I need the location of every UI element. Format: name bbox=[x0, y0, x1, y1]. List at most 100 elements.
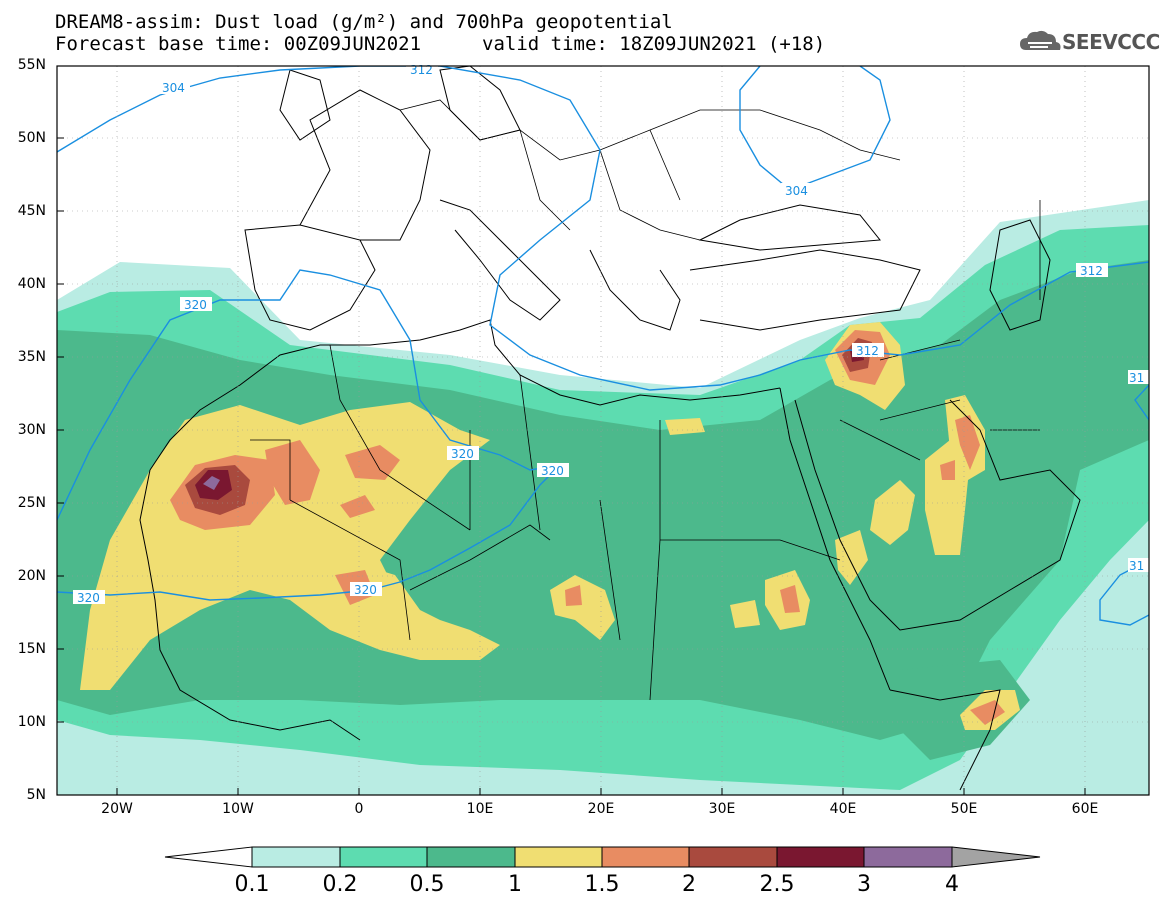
contour-label: 312 bbox=[1080, 264, 1103, 278]
lat-label: 25N bbox=[17, 495, 46, 511]
coast-turkey bbox=[689, 249, 921, 331]
axis-ticks bbox=[57, 65, 1086, 795]
coast-uk bbox=[279, 69, 331, 141]
dust-region-1-libya bbox=[665, 418, 705, 435]
forecast-base-time: Forecast base time: 00Z09JUN2021 valid ti… bbox=[55, 33, 825, 55]
contour-label: 312 bbox=[856, 344, 879, 358]
colorbar-tick: 1.5 bbox=[584, 872, 620, 897]
coast-caspian bbox=[989, 219, 1051, 331]
contour-label: 320 bbox=[184, 298, 207, 312]
dust-region-0.5-east bbox=[890, 660, 1030, 760]
dust-region-3 bbox=[203, 476, 220, 490]
contour-label-bg bbox=[537, 463, 569, 477]
dust-region-1-gulf bbox=[925, 440, 970, 555]
dust-region-1.5-gulf bbox=[955, 415, 980, 470]
contour-label-bg bbox=[180, 297, 212, 311]
lon-label: 40E bbox=[829, 801, 857, 817]
contour-312-east bbox=[1134, 384, 1149, 421]
contour-label: 320 bbox=[541, 464, 564, 478]
dust-region-1.5-algeria-s bbox=[340, 495, 375, 518]
coast-italy bbox=[439, 199, 561, 321]
colorbar-tick: 4 bbox=[945, 872, 959, 897]
contour-label-bg bbox=[73, 590, 105, 604]
colorbar-upper-arrow bbox=[951, 846, 1041, 868]
lon-label: 60E bbox=[1071, 801, 1099, 817]
contour-label: 304 bbox=[785, 184, 808, 198]
contour-label: 312 bbox=[410, 63, 433, 77]
contour-304-east bbox=[739, 66, 891, 191]
lat-label: 10N bbox=[17, 714, 46, 730]
lon-label: 0 bbox=[354, 801, 364, 817]
lon-label: 20E bbox=[587, 801, 615, 817]
colorbar-bin bbox=[514, 846, 603, 868]
contour-label-bg bbox=[350, 582, 382, 596]
colorbar-tick: 2.5 bbox=[759, 872, 795, 897]
coast-redsea-west bbox=[779, 387, 891, 691]
coast-arabia bbox=[794, 399, 1081, 631]
contour-312-north bbox=[360, 66, 1149, 391]
coast-greece bbox=[589, 249, 681, 331]
contour-label: 304 bbox=[162, 81, 185, 95]
contour-label-bg bbox=[1128, 370, 1150, 384]
contour-label: 320 bbox=[77, 591, 100, 605]
contour-labels: 304 312 304 312 320 320 320 320 312 31 3… bbox=[73, 62, 1150, 605]
border-lines bbox=[250, 200, 1041, 701]
lat-label: 20N bbox=[17, 568, 46, 584]
contour-320-east bbox=[1099, 559, 1149, 626]
lat-label: 45N bbox=[17, 203, 46, 219]
contour-label: 31 bbox=[1129, 559, 1144, 573]
colorbar-bin bbox=[601, 846, 690, 868]
lat-label: 30N bbox=[17, 422, 46, 438]
lat-label: 40N bbox=[17, 276, 46, 292]
logo-text: SEEVCCC bbox=[1062, 30, 1160, 54]
contour-label: 320 bbox=[451, 447, 474, 461]
colorbar-tick: 0.5 bbox=[409, 872, 445, 897]
contour-label: 31 bbox=[1129, 371, 1144, 385]
coast-africa-west bbox=[139, 469, 361, 741]
cloud-icon bbox=[1020, 30, 1061, 50]
lon-label: 50E bbox=[950, 801, 978, 817]
contour-320-west bbox=[57, 269, 561, 521]
contour-label-bg bbox=[852, 343, 884, 357]
dust-region-1.5-mauritania bbox=[265, 440, 320, 505]
base-time-text: Forecast base time: 00Z09JUN2021 bbox=[55, 33, 422, 55]
colorbar-bin bbox=[776, 846, 865, 868]
colorbar-bin bbox=[339, 846, 428, 868]
dust-region-1-sudan-w bbox=[730, 600, 760, 628]
colorbar-lower-arrow bbox=[164, 846, 253, 868]
colorbar-tick: 3 bbox=[857, 872, 871, 897]
contour-label-bg bbox=[1076, 263, 1108, 277]
dust-region-1.5-chad bbox=[565, 585, 582, 606]
contour-label-bg bbox=[1128, 558, 1150, 572]
coastlines bbox=[139, 66, 1081, 791]
colorbar-tick: 1 bbox=[508, 872, 522, 897]
lon-label: 10E bbox=[466, 801, 494, 817]
graticule bbox=[57, 66, 1149, 795]
lon-label: 30E bbox=[708, 801, 736, 817]
colorbar-bin bbox=[426, 846, 516, 868]
contour-label-bg bbox=[447, 446, 479, 460]
valid-time: valid time: 18Z09JUN2021 (+18) bbox=[482, 33, 826, 55]
dust-region-1.5-arabia bbox=[940, 460, 955, 480]
dust-region-1-arabia bbox=[870, 480, 915, 545]
colorbar-bin bbox=[688, 846, 778, 868]
chart-title: DREAM8-assim: Dust load (g/m²) and 700hP… bbox=[55, 11, 673, 33]
colorbar-bin bbox=[863, 846, 953, 868]
coast-africa-north bbox=[149, 319, 781, 471]
dust-region-1.5-sudan bbox=[780, 585, 800, 613]
dust-fields bbox=[57, 200, 1149, 795]
lon-label: 10W bbox=[222, 801, 254, 817]
coast-blacksea bbox=[698, 204, 881, 251]
colorbar-tick: 0.1 bbox=[234, 872, 270, 897]
lat-label: 5N bbox=[26, 787, 46, 803]
colorbar bbox=[164, 846, 1041, 868]
border-lines-europe bbox=[399, 99, 901, 241]
contour-label: 320 bbox=[354, 583, 377, 597]
coast-somalia bbox=[889, 689, 1001, 791]
lat-label: 15N bbox=[17, 641, 46, 657]
contour-label-bg bbox=[158, 80, 190, 94]
colorbar-tick: 0.2 bbox=[322, 872, 358, 897]
lat-label: 35N bbox=[17, 349, 46, 365]
colorbar-bin bbox=[251, 846, 341, 868]
